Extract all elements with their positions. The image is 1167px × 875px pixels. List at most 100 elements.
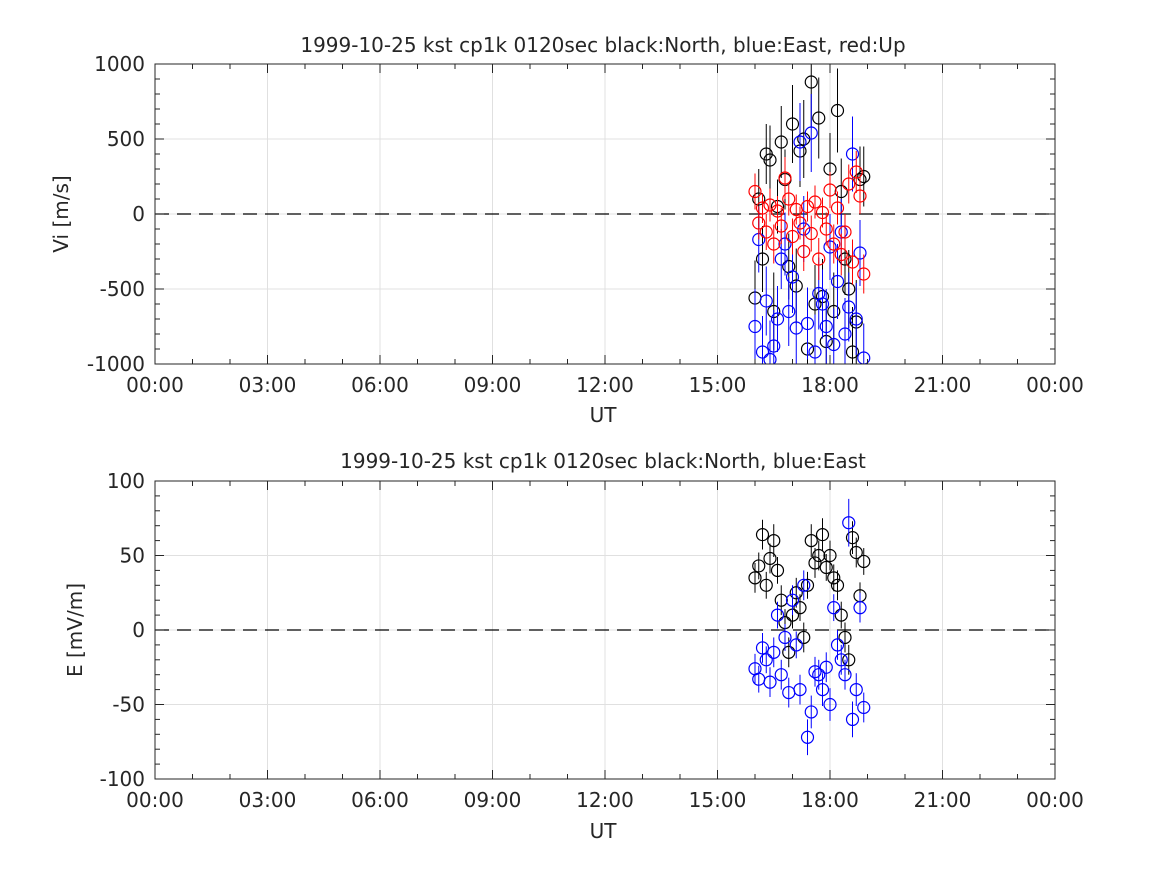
velocity-data-point [748,319,762,334]
velocity-data-point [759,225,773,239]
velocity-data-point [815,205,830,220]
velocity-y-tick-label: 500 [107,127,145,151]
efield-data-point [785,593,800,607]
efield-x-tick-label: 18:00 [801,788,859,812]
efield-y-tick-label: 0 [132,618,145,642]
velocity-data-point [789,321,803,335]
efield-x-tick-label: 12:00 [576,788,634,812]
efield-data-point [763,551,777,566]
efield-data-point [789,586,803,600]
efield-data-point [845,531,860,545]
efield-data-point [774,593,788,607]
efield-data-point [812,668,826,682]
efield-data-point [774,668,788,682]
efield-data-point [793,601,807,615]
velocity-data-point [755,201,770,215]
velocity-data-point [838,225,852,239]
velocity-data-point [849,165,863,179]
efield-data-point [793,682,807,697]
velocity-data-point [845,345,860,359]
velocity-data-point [819,319,833,334]
velocity-ticks [154,63,1056,365]
efield-data-point [823,697,837,712]
efield-data-point [842,653,856,667]
velocity-x-tick-label: 12:00 [576,373,634,397]
velocity-data-point [804,126,818,140]
velocity-data-point [849,312,863,326]
efield-x-axis-label: UT [590,819,618,843]
velocity-chart-title: 1999-10-25 kst cp1k 0120sec black:North,… [300,33,905,57]
velocity-data-point [785,229,800,244]
velocity-data-point [827,237,841,251]
velocity-data-point [857,169,871,184]
velocity-data-point [838,327,852,341]
velocity-data-point [759,294,773,308]
velocity-data-point [800,316,815,331]
velocity-series-1 [748,94,871,364]
efield-data-point [797,578,811,592]
efield-data-point [767,645,781,659]
velocity-panel: 1999-10-25 kst cp1k 0120sec black:North,… [49,33,1084,427]
velocity-x-tick-label: 03:00 [239,373,297,397]
efield-data-point [834,653,848,667]
efield-data-point [808,556,822,570]
efield-data-point [819,660,833,674]
efield-data-point [812,548,826,563]
velocity-data-point [819,222,833,236]
velocity-y-tick-label: 1000 [94,52,145,76]
velocity-data-point [793,135,807,149]
efield-data-point [759,653,773,667]
velocity-data-point [830,201,845,215]
velocity-data-point [808,345,822,359]
velocity-data-point [812,252,826,266]
efield-data-point [849,545,863,560]
velocity-data-point [834,247,848,262]
efield-data-point [789,638,803,652]
velocity-data-point [823,183,837,197]
velocity-x-tick-label: 21:00 [914,373,972,397]
velocity-data-point [755,252,770,266]
efield-series-1 [748,498,871,756]
velocity-data-point [842,177,856,191]
velocity-data-point [823,240,837,254]
velocity-data-point [793,216,807,230]
efield-data-point [845,712,860,727]
velocity-data-point [842,300,856,314]
efield-data-point [815,528,830,542]
velocity-x-tick-label: 09:00 [464,373,522,397]
efield-data-point [767,533,781,548]
velocity-data-point [767,339,781,353]
efield-data-point [849,682,863,697]
efield-y-tick-label: 50 [120,544,145,568]
efield-data-point [770,563,785,578]
velocity-data-point [804,226,818,241]
efield-x-tick-label: 06:00 [351,788,409,812]
velocity-data-point [812,111,826,125]
efield-data-point [857,554,871,569]
velocity-data-point [755,345,770,359]
efield-x-tick-label: 09:00 [464,788,522,812]
velocity-data-point [785,117,800,131]
velocity-data-point [808,195,822,209]
velocity-data-point [853,189,867,203]
velocity-data-point [778,237,792,251]
velocity-data-point [830,103,845,118]
electric-field-panel: 1999-10-25 kst cp1k 0120sec black:North,… [63,449,1084,843]
efield-y-tick-label: -100 [100,767,145,791]
efield-x-tick-label: 00:00 [126,788,184,812]
velocity-y-tick-label: -500 [100,277,145,301]
velocity-data-point [752,216,766,230]
velocity-y-tick-label: -1000 [87,352,145,376]
efield-data-point [819,560,833,575]
efield-data-point [759,578,773,592]
velocity-data-point [763,153,777,167]
velocity-data-point [763,352,777,364]
efield-data-point [752,559,766,573]
velocity-data-point [800,199,815,214]
efield-data-point [808,665,822,679]
velocity-data-point [778,171,792,185]
efield-data-point [763,675,777,689]
efield-data-point [797,630,811,645]
efield-x-tick-label: 15:00 [689,788,747,812]
